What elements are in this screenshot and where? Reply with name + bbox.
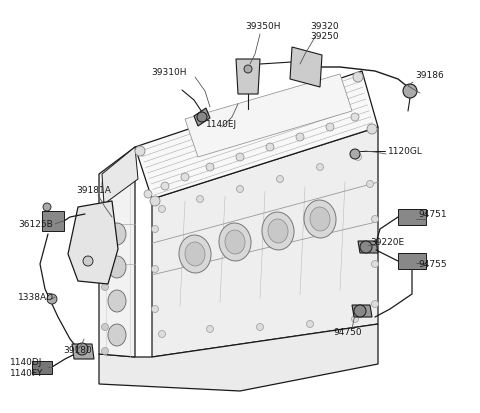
Circle shape [206,326,214,333]
Circle shape [372,301,379,308]
Ellipse shape [179,235,211,273]
Circle shape [351,316,359,323]
Circle shape [47,294,57,304]
Text: 94751: 94751 [418,210,446,219]
Ellipse shape [268,219,288,243]
Circle shape [135,147,145,157]
Circle shape [237,186,243,193]
Circle shape [266,144,274,152]
Polygon shape [398,209,426,225]
Circle shape [43,204,51,211]
Polygon shape [185,75,352,158]
Ellipse shape [225,230,245,254]
Circle shape [276,176,284,183]
Ellipse shape [262,213,294,250]
Text: 94750: 94750 [334,327,362,336]
Circle shape [101,284,108,291]
Circle shape [152,226,158,233]
Circle shape [351,114,359,122]
Circle shape [158,206,166,213]
Ellipse shape [108,324,126,346]
Text: 39350H: 39350H [245,22,281,31]
Circle shape [76,343,88,355]
Circle shape [83,256,93,266]
Polygon shape [99,147,135,357]
Ellipse shape [108,256,126,278]
Circle shape [316,164,324,171]
Circle shape [256,324,264,331]
Text: 39181A: 39181A [76,185,111,195]
Polygon shape [290,48,322,88]
Circle shape [196,196,204,203]
Polygon shape [99,324,378,391]
Circle shape [403,85,417,99]
Circle shape [372,216,379,223]
Polygon shape [102,147,138,204]
Circle shape [360,242,372,254]
Polygon shape [398,254,426,269]
Polygon shape [236,60,260,95]
Text: 39186: 39186 [415,70,444,79]
Polygon shape [352,305,372,317]
Text: 39220E: 39220E [370,238,404,247]
Circle shape [307,321,313,328]
Circle shape [372,261,379,268]
Circle shape [101,348,108,355]
Circle shape [206,164,214,171]
Polygon shape [72,344,94,359]
Ellipse shape [185,242,205,266]
Ellipse shape [304,201,336,238]
Circle shape [367,181,373,188]
Circle shape [101,201,108,208]
Text: 1140DJ
1140FY: 1140DJ 1140FY [10,357,43,377]
Circle shape [367,125,377,135]
Text: 39320
39250: 39320 39250 [310,22,338,41]
Circle shape [152,306,158,313]
Circle shape [350,150,360,159]
Circle shape [326,124,334,132]
Polygon shape [32,361,52,374]
Circle shape [152,266,158,273]
Circle shape [354,305,366,317]
Circle shape [101,181,108,188]
Circle shape [353,73,363,83]
Text: 36125B: 36125B [18,220,53,229]
Polygon shape [68,202,118,284]
Ellipse shape [219,223,251,261]
Polygon shape [152,128,378,357]
Circle shape [181,173,189,182]
Text: 94755: 94755 [418,260,446,269]
Circle shape [355,154,361,161]
Polygon shape [194,109,210,127]
Text: 1338AD: 1338AD [18,293,54,302]
Circle shape [101,324,108,331]
Text: 39180: 39180 [64,345,92,354]
Polygon shape [135,72,378,199]
Circle shape [158,331,166,338]
Text: 39310H: 39310H [152,68,187,77]
Circle shape [197,113,207,123]
Polygon shape [358,242,378,254]
Ellipse shape [108,290,126,312]
Polygon shape [42,211,64,231]
Circle shape [161,183,169,190]
Circle shape [236,154,244,161]
Circle shape [150,197,160,206]
Circle shape [244,66,252,74]
Ellipse shape [310,207,330,231]
Text: 1120GL: 1120GL [388,147,423,156]
Circle shape [101,244,108,251]
Ellipse shape [108,223,126,245]
Circle shape [144,190,152,199]
Text: 1140EJ: 1140EJ [206,120,238,129]
Circle shape [296,134,304,142]
